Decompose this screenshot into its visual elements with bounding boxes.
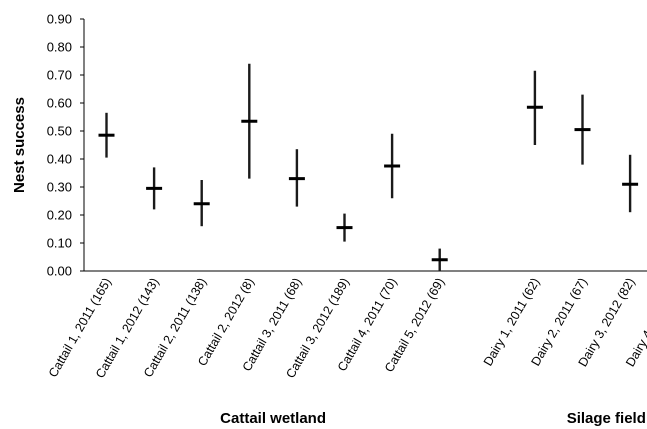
error-bar-item <box>98 112 115 158</box>
group-label: Cattail wetland <box>220 410 326 427</box>
y-tick-label: 0.00 <box>47 264 72 279</box>
y-tick-label: 0.80 <box>47 40 72 55</box>
y-axis: 0.00 0.10 0.20 0.30 0.40 0.50 0.60 0.70 0.80 0.90 <box>47 12 85 279</box>
error-bar-item <box>431 248 448 271</box>
y-tick-label: 0.90 <box>47 12 72 27</box>
y-tick-label: 0.20 <box>47 208 72 223</box>
y-tick-label: 0.60 <box>47 96 72 111</box>
error-bar-item <box>622 154 639 213</box>
error-bars <box>98 63 639 271</box>
y-tick-label: 0.50 <box>47 124 72 139</box>
error-bar-item <box>193 180 210 227</box>
y-axis-title: Nest success <box>11 97 28 193</box>
error-bar-item <box>574 94 591 165</box>
error-bar-item <box>336 213 353 242</box>
y-tick-label: 0.70 <box>47 68 72 83</box>
error-bar-item <box>146 167 163 210</box>
error-bar-item <box>384 133 401 199</box>
y-tick-label: 0.30 <box>47 180 72 195</box>
error-bar-item <box>241 63 258 179</box>
group-label: Silage field <box>567 410 646 427</box>
y-tick-label: 0.40 <box>47 152 72 167</box>
y-tick-label: 0.10 <box>47 236 72 251</box>
group-labels: Cattail wetland Silage field <box>220 410 646 427</box>
error-bar-item <box>526 70 543 145</box>
error-bar-item <box>288 149 305 207</box>
category-labels: Cattail 1, 2011 (165)Cattail 1, 2012 (14… <box>46 276 647 381</box>
y-tick-labels: 0.00 0.10 0.20 0.30 0.40 0.50 0.60 0.70 0.80 0.90 <box>47 12 84 279</box>
